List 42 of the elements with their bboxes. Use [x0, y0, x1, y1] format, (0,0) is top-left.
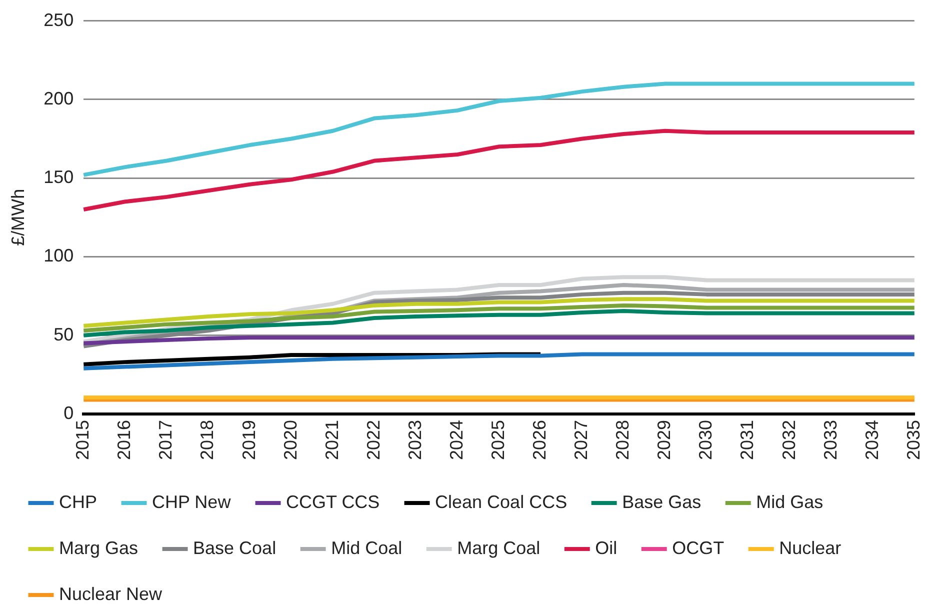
x-tick-label: 2034 — [862, 420, 882, 460]
y-tick-label: 100 — [44, 246, 74, 266]
x-tick-label: 2023 — [404, 420, 425, 460]
x-tick-label: 2021 — [322, 420, 342, 460]
x-tick-label: 2027 — [571, 420, 592, 460]
y-tick-label: 0 — [64, 402, 74, 423]
legend-label: CCGT CCS — [286, 492, 380, 512]
x-tick-label: 2031 — [737, 420, 758, 460]
x-tick-label: 2017 — [156, 420, 176, 460]
x-tick-label: 2016 — [114, 420, 134, 460]
x-tick-label: 2025 — [488, 420, 508, 460]
y-tick-label: 250 — [44, 10, 74, 30]
x-tick-label: 2035 — [903, 420, 924, 460]
y-tick-label: 50 — [54, 324, 74, 344]
legend-label: OCGT — [672, 538, 724, 558]
legend-label: Nuclear New — [59, 584, 164, 604]
y-tick-label: 200 — [44, 88, 74, 108]
x-tick-label: 2030 — [696, 420, 716, 460]
x-tick-label: 2026 — [530, 420, 550, 460]
x-tick-label: 2018 — [197, 420, 218, 460]
legend-label: Clean Coal CCS — [435, 492, 568, 512]
legend-label: Marg Gas — [59, 538, 138, 558]
x-tick-label: 2024 — [446, 420, 466, 460]
legend-label: Marg Coal — [457, 538, 540, 558]
legend-label: CHP New — [152, 492, 232, 512]
x-tick-label: 2032 — [778, 420, 799, 460]
legend-label: Oil — [595, 538, 618, 558]
legend-label: Mid Gas — [756, 492, 824, 512]
legend-label: Base Coal — [193, 538, 276, 558]
x-tick-label: 2029 — [654, 420, 674, 460]
y-tick-label: 150 — [44, 167, 74, 188]
x-tick-label: 2020 — [280, 420, 300, 460]
x-tick-label: 2033 — [820, 420, 840, 460]
x-tick-label: 2019 — [238, 420, 259, 460]
legend-label: CHP — [59, 492, 98, 512]
x-tick-label: 2028 — [612, 420, 633, 460]
legend-label: Mid Coal — [331, 538, 402, 558]
x-tick-label: 2015 — [72, 420, 93, 460]
y-axis-title: £/MWh — [8, 188, 28, 246]
x-tick-label: 2022 — [363, 420, 384, 460]
legend-label: Nuclear — [779, 538, 842, 558]
legend-label: Base Gas — [622, 492, 702, 512]
